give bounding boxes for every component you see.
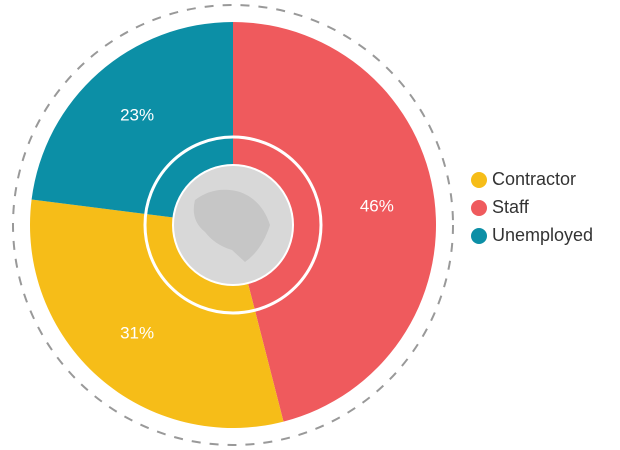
legend-swatch — [471, 228, 487, 244]
legend-swatch — [471, 200, 487, 216]
dashed-ring — [12, 4, 454, 446]
slice — [30, 199, 284, 429]
legend-label: Contractor — [492, 169, 576, 189]
legend-swatch — [471, 172, 487, 188]
value-label: 46% — [360, 196, 394, 215]
inner-ring — [143, 135, 323, 315]
globe-land — [193, 189, 270, 262]
legend: Staff Contractor Unemployed — [471, 169, 593, 245]
legend-label: Unemployed — [492, 225, 593, 245]
value-label: 31% — [120, 323, 154, 342]
slices — [30, 22, 436, 429]
labels: 46% 31% 23% — [120, 106, 394, 343]
value-label: 23% — [120, 106, 154, 125]
legend-label: Staff — [492, 197, 530, 217]
slice — [31, 22, 234, 218]
slice — [233, 22, 436, 422]
